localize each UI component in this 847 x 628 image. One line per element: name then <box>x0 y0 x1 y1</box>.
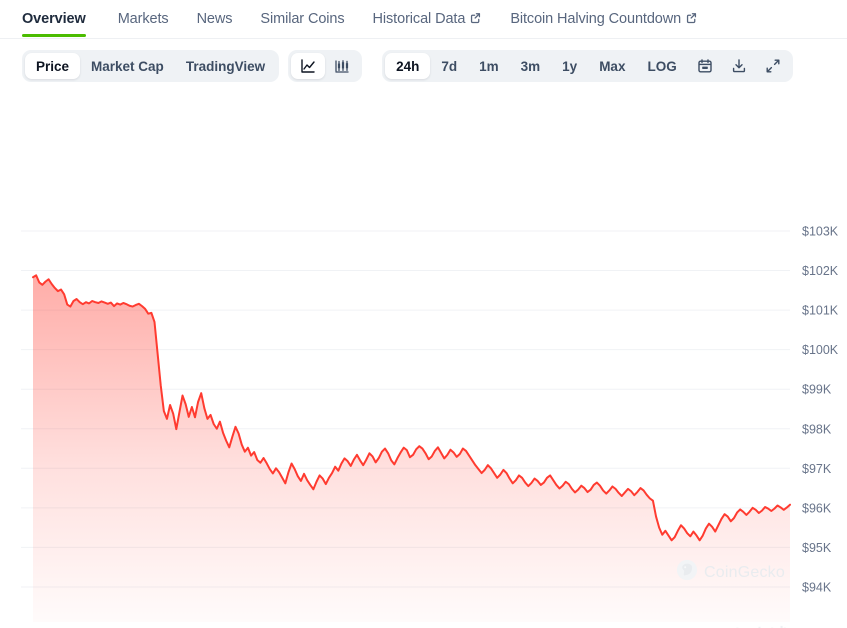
calendar-icon <box>697 58 713 74</box>
y-axis-label: $100K <box>802 343 839 357</box>
y-axis-label: $96K <box>802 501 832 515</box>
range-max-button[interactable]: Max <box>588 53 636 79</box>
candlestick-chart-button[interactable] <box>325 53 359 79</box>
expand-icon <box>765 58 781 74</box>
tab-overview[interactable]: Overview <box>22 0 104 37</box>
tab-label: Overview <box>22 10 86 27</box>
external-link-icon <box>470 12 482 24</box>
metric-price-button[interactable]: Price <box>25 53 81 79</box>
y-axis-label: $101K <box>802 304 839 318</box>
tab-label: Bitcoin Halving Countdown <box>510 10 682 27</box>
metric-market-cap-button[interactable]: Market Cap <box>80 53 175 79</box>
navigator-bar <box>758 626 761 628</box>
range-24h-button[interactable]: 24h <box>385 53 431 79</box>
range-7d-button[interactable]: 7d <box>430 53 468 79</box>
chart-type-toggle-group <box>288 50 363 82</box>
tab-label: Similar Coins <box>260 10 345 27</box>
range-1y-button[interactable]: 1y <box>551 53 588 79</box>
navigator-bar <box>780 625 783 628</box>
tab-label: Historical Data <box>372 10 466 27</box>
download-icon <box>731 58 747 74</box>
range-1m-button[interactable]: 1m <box>468 53 510 79</box>
line-chart-icon <box>300 58 316 74</box>
tab-label: Markets <box>117 10 169 27</box>
tab-similar-coins[interactable]: Similar Coins <box>246 0 358 37</box>
external-link-icon <box>686 12 698 24</box>
y-axis-label: $99K <box>802 383 832 397</box>
log-scale-button[interactable]: LOG <box>636 53 687 79</box>
calendar-button[interactable] <box>688 53 722 79</box>
y-axis-label: $94K <box>802 580 832 594</box>
chart-toolbar: Price Market Cap TradingView 24 <box>0 39 847 91</box>
y-axis-label: $95K <box>802 541 832 555</box>
tab-bitcoin-halving-countdown[interactable]: Bitcoin Halving Countdown <box>496 0 712 37</box>
tab-bar: Overview Markets News Similar Coins Hist… <box>0 0 847 39</box>
price-line <box>32 274 791 542</box>
y-axis-label: $102K <box>802 264 839 278</box>
tab-news[interactable]: News <box>183 0 247 37</box>
download-button[interactable] <box>722 53 756 79</box>
range-3m-button[interactable]: 3m <box>510 53 552 79</box>
candlestick-chart-icon <box>334 58 350 74</box>
line-chart-button[interactable] <box>291 53 326 79</box>
tab-markets[interactable]: Markets <box>104 0 183 37</box>
metric-toggle-group: Price Market Cap TradingView <box>22 50 280 82</box>
y-axis-label: $97K <box>802 462 832 476</box>
price-chart-svg[interactable]: $103K $102K $101K $100K $99K $98K $97K $96K $95K… <box>0 91 847 628</box>
time-range-group: 24h 7d 1m 3m 1y Max LOG <box>382 50 793 82</box>
price-chart[interactable]: $103K $102K $101K $100K $99K $98K $97K $96K $95K… <box>0 91 847 628</box>
expand-fullscreen-button[interactable] <box>756 53 790 79</box>
tab-historical-data[interactable]: Historical Data <box>359 0 497 37</box>
y-axis-label: $98K <box>802 422 832 436</box>
metric-tradingview-button[interactable]: TradingView <box>175 53 276 79</box>
y-axis-label: $103K <box>802 225 839 239</box>
price-area-fill <box>33 275 790 622</box>
tab-label: News <box>196 10 233 27</box>
